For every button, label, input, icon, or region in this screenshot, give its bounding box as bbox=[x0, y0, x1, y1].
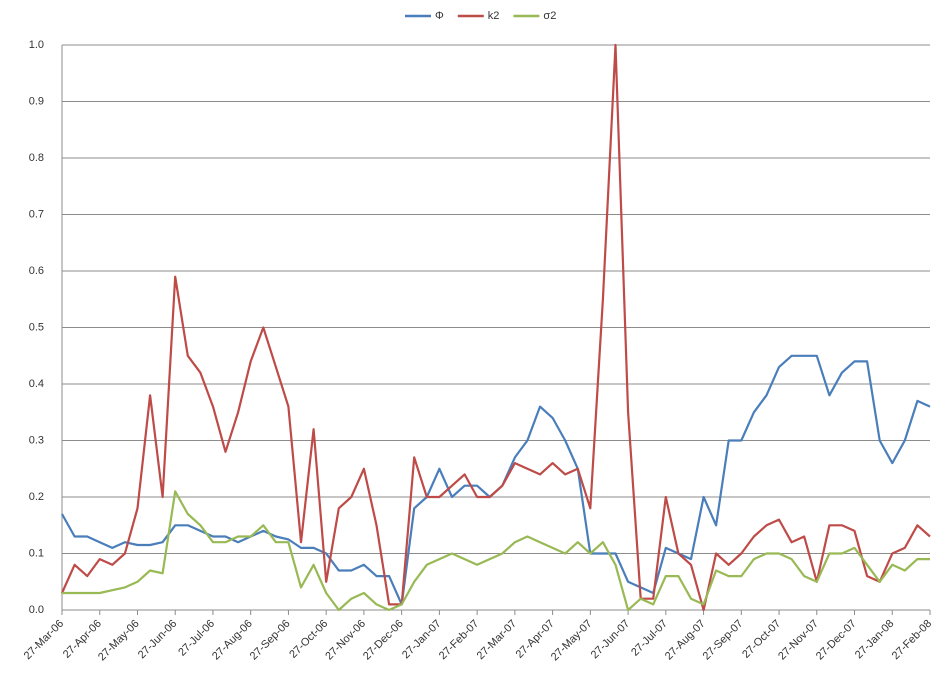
x-tick-label: 27-Jun-06 bbox=[136, 618, 180, 662]
y-tick-label: 0.1 bbox=[29, 547, 44, 559]
x-tick-label: 27-Dec-06 bbox=[361, 618, 406, 663]
x-tick-label: 27-Aug-06 bbox=[210, 618, 255, 663]
y-tick-label: 0.2 bbox=[29, 491, 44, 503]
x-tick-label: 27-Feb-07 bbox=[437, 618, 481, 662]
x-tick-label: 27-Feb-08 bbox=[890, 618, 934, 662]
x-tick-label: 27-May-07 bbox=[549, 618, 595, 664]
line-series bbox=[61, 354, 931, 606]
x-tick-label: 27-Aug-07 bbox=[663, 618, 708, 663]
x-tick-label: 27-Sep-07 bbox=[701, 618, 746, 663]
x-tick-label: 27-Sep-06 bbox=[248, 618, 293, 663]
y-tick-label: 0.0 bbox=[29, 604, 44, 616]
x-tick-label: 27-Nov-07 bbox=[776, 618, 821, 663]
line-series bbox=[60, 43, 931, 612]
line-series bbox=[62, 490, 930, 612]
y-tick-label: 0.8 bbox=[29, 152, 44, 164]
y-tick-label: 0.9 bbox=[29, 95, 44, 107]
y-tick-label: 1.0 bbox=[29, 39, 44, 51]
x-tick-label: 27-Mar-07 bbox=[475, 618, 519, 662]
legend-label: σ2 bbox=[543, 10, 556, 22]
y-tick-label: 0.7 bbox=[29, 208, 44, 220]
y-tick-label: 0.3 bbox=[29, 434, 44, 446]
x-tick-label: 27-Dec-07 bbox=[814, 618, 859, 663]
x-tick-label: 27-Nov-06 bbox=[323, 618, 368, 663]
x-tick-label: 27-Jun-07 bbox=[589, 618, 633, 662]
y-tick-label: 0.5 bbox=[29, 321, 44, 333]
y-tick-label: 0.6 bbox=[29, 265, 44, 277]
y-tick-label: 0.4 bbox=[29, 378, 44, 390]
legend-label: k2 bbox=[488, 10, 500, 22]
legend-label: Φ bbox=[435, 10, 444, 22]
x-tick-label: 27-Mar-06 bbox=[22, 618, 66, 662]
x-tick-label: 27-May-06 bbox=[96, 618, 142, 664]
